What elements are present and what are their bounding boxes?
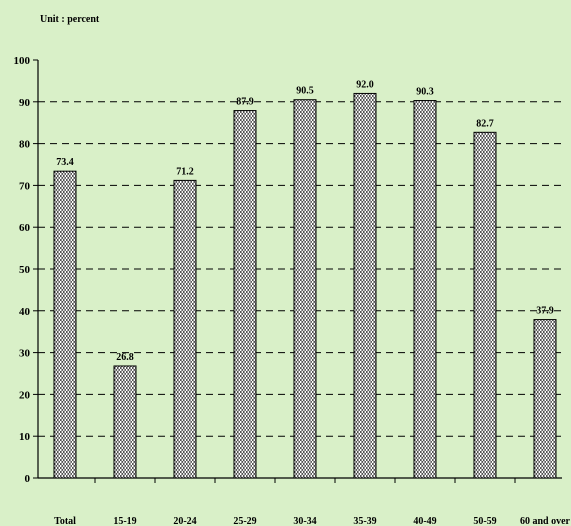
x-category-label: 30-34	[293, 516, 316, 526]
y-tick-label: 10	[19, 431, 31, 443]
data-label: 92.0	[356, 79, 374, 90]
labels: 0 10 20 30 40 50 60 70 80 90 100 73.4 Total 26.8 15-19…	[14, 55, 571, 526]
x-category-label: 50-59	[473, 516, 496, 526]
data-label: 87.9	[236, 97, 254, 108]
bar-30-34	[293, 99, 317, 479]
bar-50-59	[473, 131, 497, 479]
data-label: 82.7	[476, 118, 494, 129]
y-tick-label: 40	[19, 306, 31, 318]
bar-40-49	[413, 100, 437, 479]
bar-20-24	[173, 179, 197, 479]
data-label: 37.9	[536, 306, 554, 317]
x-category-label: 25-29	[233, 516, 256, 526]
unit-label: Unit : percent	[40, 14, 100, 25]
x-category-label: Total	[54, 516, 76, 526]
y-tick-label: 80	[19, 139, 31, 151]
y-tick-label: 90	[19, 97, 31, 109]
bar-15-19	[113, 365, 137, 479]
x-category-label: 15-19	[113, 516, 136, 526]
y-tick-label: 20	[19, 389, 31, 401]
bars	[53, 92, 557, 479]
bar-total	[53, 170, 77, 479]
data-label: 73.4	[56, 157, 74, 168]
bar-25-29	[233, 110, 257, 479]
data-label: 26.8	[116, 352, 134, 363]
y-tick-label: 100	[14, 55, 31, 67]
bar-60-and-over	[533, 319, 557, 479]
y-tick-label: 0	[25, 473, 31, 485]
x-category-label: 35-39	[353, 516, 376, 526]
x-category-label: 60 and over	[520, 516, 571, 526]
y-tick-label: 60	[19, 222, 31, 234]
x-category-label: 20-24	[173, 516, 196, 526]
x-category-label: 40-49	[413, 516, 436, 526]
data-label: 90.3	[416, 87, 434, 98]
y-tick-label: 70	[19, 180, 31, 192]
y-tick-label: 50	[19, 264, 31, 276]
data-label: 90.5	[296, 86, 314, 97]
data-label: 71.2	[176, 166, 194, 177]
y-tick-label: 30	[19, 348, 31, 360]
bar-35-39	[353, 92, 377, 479]
